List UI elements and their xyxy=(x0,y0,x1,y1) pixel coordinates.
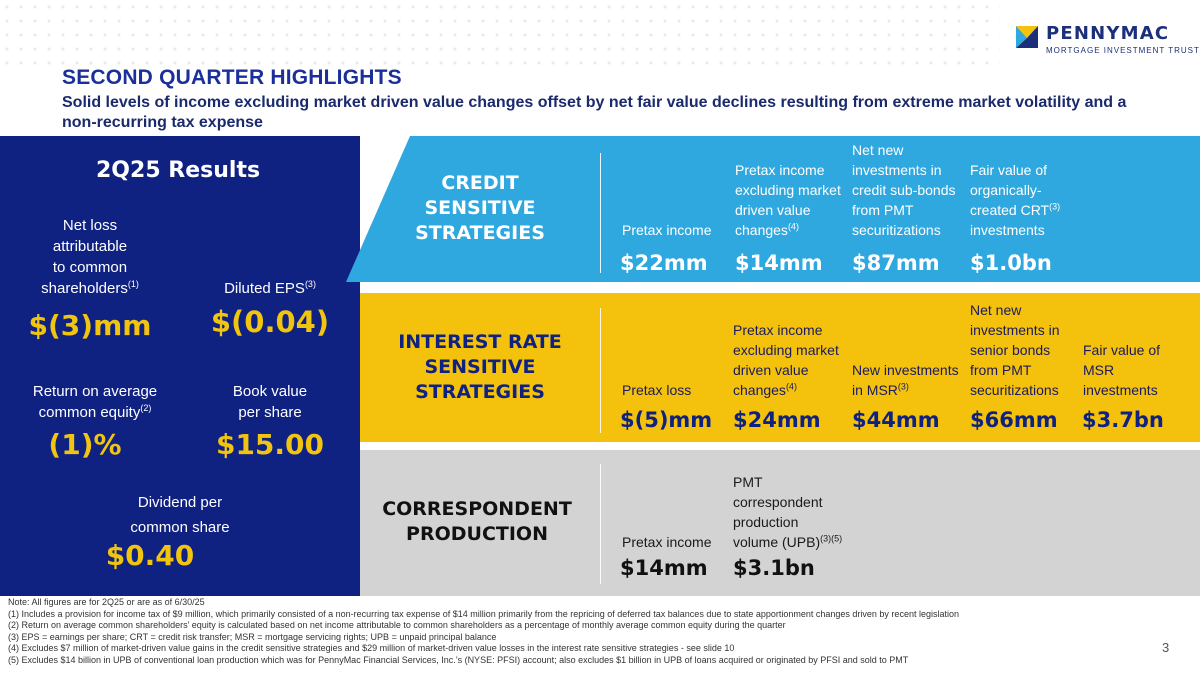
pennymac-logo-icon xyxy=(1016,26,1038,48)
net-loss-label: Net loss attributable to common sharehol… xyxy=(41,217,139,297)
credit-col-1-value: $22mm xyxy=(620,251,708,275)
correspondent-col-2-value: $3.1bn xyxy=(733,556,815,580)
roe-value: (1)% xyxy=(48,428,122,461)
interest-band-title: INTEREST RATE SENSITIVE STRATEGIES xyxy=(398,331,562,403)
book-value-label: Book value per share xyxy=(232,383,308,421)
eps-label: Diluted EPS(3) xyxy=(224,279,316,298)
footnote-4: (4) Excludes $7 million of market-driven… xyxy=(8,643,735,653)
logo-tagline: MORTGAGE INVESTMENT TRUST xyxy=(1046,46,1200,55)
interest-col-5-label: Fair value of MSR investments xyxy=(1083,342,1161,398)
results-panel xyxy=(0,136,360,596)
interest-band xyxy=(360,293,1200,442)
page-subtitle: Solid levels of income excluding market … xyxy=(62,94,1127,131)
interest-divider xyxy=(600,308,601,433)
page-title: SECOND QUARTER HIGHLIGHTS xyxy=(62,66,402,89)
footnote-note: Note: All figures are for 2Q25 or are as… xyxy=(8,597,205,607)
footnote-5: (5) Excludes $14 billion in UPB of conve… xyxy=(8,654,909,665)
interest-col-3-label: New investments in MSR(3) xyxy=(852,362,959,398)
correspondent-band-title: CORRESPONDENT PRODUCTION xyxy=(382,498,572,545)
interest-col-4-value: $66mm xyxy=(970,408,1058,432)
credit-col-4-value: $1.0bn xyxy=(970,251,1052,275)
footnote-2: (2) Return on average common shareholder… xyxy=(8,620,786,630)
credit-col-2-label: Pretax income excluding market driven va… xyxy=(735,162,841,238)
credit-col-3-label: Net new investments in credit sub-bonds … xyxy=(852,142,956,238)
correspondent-band xyxy=(360,450,1200,596)
footnotes: Note: All figures are for 2Q25 or are as… xyxy=(8,597,1158,666)
interest-col-2-label: Pretax income excluding market driven va… xyxy=(733,322,839,398)
interest-col-1-value: $(5)mm xyxy=(620,408,713,432)
footnote-1: (1) Includes a provision for income tax … xyxy=(8,608,959,619)
credit-col-1-label: Pretax income xyxy=(622,222,712,238)
credit-divider xyxy=(600,153,601,273)
interest-col-3-value: $44mm xyxy=(852,408,940,432)
page-number: 3 xyxy=(1162,640,1170,655)
dividend-value: $0.40 xyxy=(105,539,195,572)
interest-col-1-label: Pretax loss xyxy=(622,382,692,398)
correspondent-col-2-label: PMT correspondent production volume (UPB… xyxy=(733,474,843,550)
net-loss-value: $(3)mm xyxy=(28,309,152,342)
logo-name: PENNYMAC xyxy=(1046,23,1170,44)
correspondent-divider xyxy=(600,464,601,584)
dividend-label: Dividend per common share xyxy=(130,494,230,536)
interest-col-4-label: Net new investments in senior bonds from… xyxy=(970,302,1060,398)
roe-label: Return on average common equity(2) xyxy=(32,383,158,421)
credit-col-2-value: $14mm xyxy=(735,251,823,275)
credit-col-3-value: $87mm xyxy=(852,251,940,275)
correspondent-col-1-value: $14mm xyxy=(620,556,708,580)
results-title: 2Q25 Results xyxy=(96,158,261,183)
decorative-dot-pattern xyxy=(0,0,1000,70)
pennymac-logo: PENNYMAC MORTGAGE INVESTMENT TRUST xyxy=(1016,24,1200,60)
interest-col-5-value: $3.7bn xyxy=(1082,408,1164,432)
footnote-3: (3) EPS = earnings per share; CRT = cred… xyxy=(8,631,497,642)
book-value-value: $15.00 xyxy=(215,428,325,461)
credit-band xyxy=(360,136,1200,282)
eps-value: $(0.04) xyxy=(210,305,330,339)
credit-band-title: CREDIT SENSITIVE STRATEGIES xyxy=(415,172,545,244)
correspondent-col-1-label: Pretax income xyxy=(622,534,712,550)
interest-col-2-value: $24mm xyxy=(733,408,821,432)
credit-col-4-label: Fair value of organically- created CRT(3… xyxy=(970,162,1061,238)
